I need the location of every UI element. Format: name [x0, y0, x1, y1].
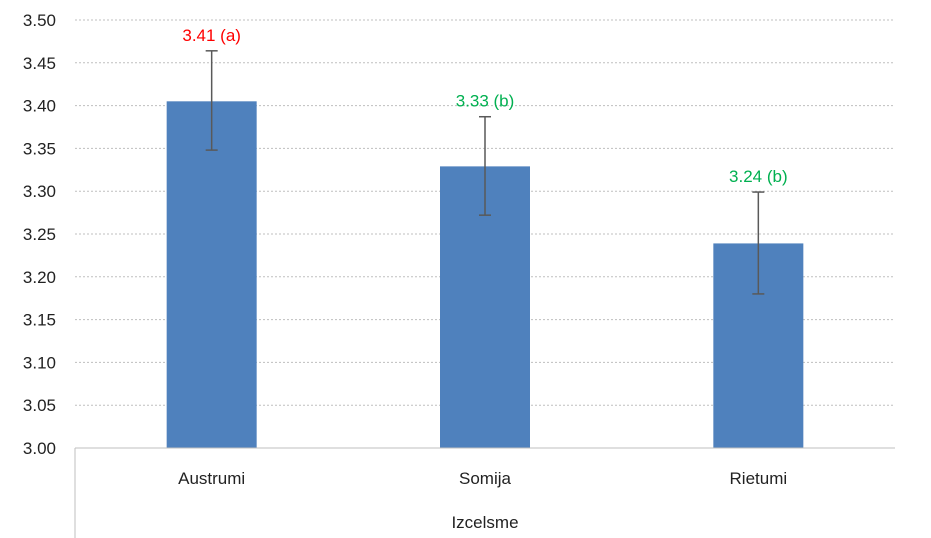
y-axis-ticks: 3.00 3.05 3.10 3.15 3.20 3.25 3.30 3.35 3.40 3.45… [23, 11, 56, 458]
data-labels: 3.41 (a) 3.33 (b) 3.24 (b) [182, 26, 787, 186]
y-tick-label: 3.45 [23, 54, 56, 73]
y-tick-label: 3.20 [23, 268, 56, 287]
y-tick-label: 3.05 [23, 396, 56, 415]
category-label-somija: Somija [459, 469, 512, 488]
y-tick-label: 3.15 [23, 311, 56, 330]
y-tick-label: 3.10 [23, 353, 56, 372]
error-bar-somija [479, 115, 491, 216]
y-tick-label: 3.35 [23, 139, 56, 158]
data-label-rietumi: 3.24 (b) [729, 167, 788, 186]
y-tick-label: 3.00 [23, 439, 56, 458]
error-bars [205, 50, 765, 295]
axes [74, 447, 895, 538]
error-bar-austrumi [205, 50, 218, 151]
x-axis-title: Izcelsme [451, 513, 518, 532]
category-labels: Austrumi Somija Rietumi [178, 469, 787, 488]
category-label-rietumi: Rietumi [730, 469, 788, 488]
error-bar-rietumi [752, 191, 765, 295]
y-tick-label: 3.25 [23, 225, 56, 244]
bar-austrumi [166, 101, 257, 448]
data-label-austrumi: 3.41 (a) [182, 26, 241, 45]
y-tick-label: 3.50 [23, 11, 56, 30]
category-label-austrumi: Austrumi [178, 469, 245, 488]
y-tick-label: 3.40 [23, 97, 56, 116]
y-tick-label: 3.30 [23, 182, 56, 201]
data-label-somija: 3.33 (b) [456, 92, 515, 111]
